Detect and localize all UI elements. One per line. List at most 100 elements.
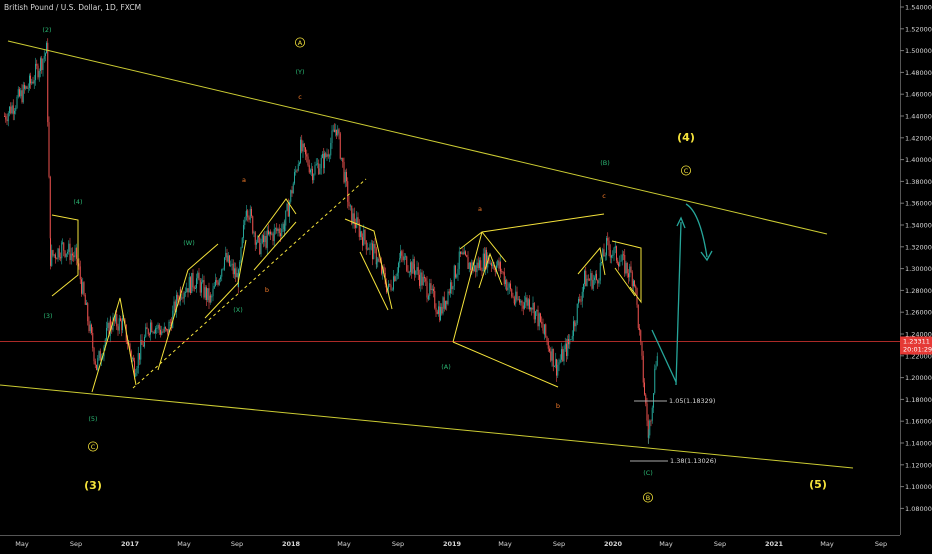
- candle-body: [346, 172, 347, 182]
- candle-body: [554, 366, 555, 367]
- candle-body: [268, 230, 269, 235]
- time-axis[interactable]: May Sep 2017 May Sep 2018 May Sep 2019 May Sep 2020…: [0, 535, 900, 549]
- candle-body: [226, 252, 228, 262]
- candle-body: [414, 268, 415, 275]
- candle-body: [76, 247, 77, 259]
- price-tag: [900, 336, 932, 355]
- candle-body: [249, 208, 251, 220]
- candle-body: [134, 360, 135, 377]
- candle-body: [537, 309, 539, 327]
- candle-body: [74, 250, 76, 258]
- y-tick-label: 1.42000: [905, 134, 932, 142]
- candle-body: [519, 299, 520, 303]
- candle-body: [599, 263, 601, 281]
- candle-body: [493, 264, 495, 269]
- candle-body: [149, 334, 150, 336]
- candle-body: [511, 289, 513, 297]
- candle-body: [207, 288, 209, 300]
- candle-body: [121, 320, 123, 331]
- drawing-layer[interactable]: 1.05(1.18329) 1.38(1.13026): [0, 40, 900, 469]
- candle-body: [531, 307, 533, 310]
- candle-body: [277, 228, 279, 231]
- price-axis[interactable]: 1.54000 1.52000 1.50000 1.48000 1.46000 1.440…: [900, 0, 932, 550]
- candle-body: [322, 153, 323, 158]
- candle-body: [373, 243, 375, 260]
- candle-body: [370, 243, 372, 245]
- candle-body: [580, 300, 582, 302]
- candle-body: [319, 168, 321, 175]
- candle-body: [391, 289, 393, 291]
- candle-body: [507, 287, 509, 291]
- candle-body: [97, 358, 99, 371]
- candle-body: [355, 223, 356, 228]
- candle-body: [196, 278, 197, 289]
- candle-body: [602, 249, 604, 262]
- wave-label-circle: [643, 492, 654, 503]
- candle-body: [460, 251, 461, 254]
- candle-body: [294, 172, 295, 184]
- wave-label: (4): [677, 131, 695, 144]
- x-tick-label: May: [177, 540, 191, 548]
- candle-body: [451, 282, 453, 290]
- candle-body: [45, 53, 46, 57]
- candle-body: [24, 84, 25, 89]
- candle-body: [190, 277, 191, 294]
- candle-body: [604, 255, 606, 257]
- candle-body: [273, 228, 275, 242]
- candle-body: [53, 254, 55, 256]
- candle-body: [264, 235, 266, 243]
- candle-body: [230, 264, 232, 266]
- candle-body: [56, 258, 58, 260]
- candle-body: [491, 263, 492, 267]
- candle-body: [315, 164, 317, 166]
- candle-body: [614, 246, 616, 249]
- candle-body: [420, 272, 422, 286]
- candle-body: [407, 270, 409, 273]
- candle-body: [158, 324, 160, 330]
- candle-body: [253, 232, 255, 234]
- candle-body: [183, 292, 185, 299]
- candle-body: [443, 297, 445, 309]
- candle-body: [596, 273, 597, 280]
- candle-body: [468, 262, 470, 269]
- candle-body: [96, 364, 97, 371]
- candle-body: [302, 143, 304, 152]
- candle-body: [480, 260, 482, 271]
- candle-body: [590, 273, 592, 281]
- candle-body: [199, 280, 201, 293]
- wave-pattern-line: [204, 239, 247, 319]
- candle-body: [609, 249, 611, 258]
- candle-body: [139, 353, 140, 360]
- candle-body: [655, 365, 657, 369]
- candle-body: [647, 420, 649, 438]
- candle-body: [31, 81, 33, 84]
- y-tick-label: 1.22000: [905, 352, 932, 360]
- candle-body: [313, 174, 315, 181]
- candle-body: [326, 154, 328, 157]
- candle-body: [284, 225, 285, 232]
- y-tick-label: 1.40000: [905, 156, 932, 164]
- candle-body: [167, 328, 169, 335]
- candle-body: [4, 116, 5, 117]
- candle-body: [626, 262, 628, 274]
- wave-pattern-line: [157, 243, 219, 371]
- candle-body: [99, 351, 101, 361]
- y-tick-label: 1.52000: [905, 25, 932, 33]
- candle-body: [506, 279, 508, 291]
- candle-body: [220, 276, 221, 280]
- candle-body: [197, 272, 199, 279]
- candle-body: [461, 252, 463, 254]
- x-tick-label: May: [337, 540, 351, 548]
- candle-body: [188, 277, 190, 293]
- candle-body: [141, 339, 143, 345]
- x-tick-label: Sep: [553, 540, 565, 548]
- candle-body: [10, 106, 12, 114]
- candle-body: [442, 297, 444, 314]
- candle-body: [651, 407, 653, 421]
- candle-body: [591, 273, 593, 289]
- x-tick-label: Sep: [392, 540, 404, 548]
- x-tick-label: Sep: [70, 540, 82, 548]
- candle-body: [400, 251, 401, 258]
